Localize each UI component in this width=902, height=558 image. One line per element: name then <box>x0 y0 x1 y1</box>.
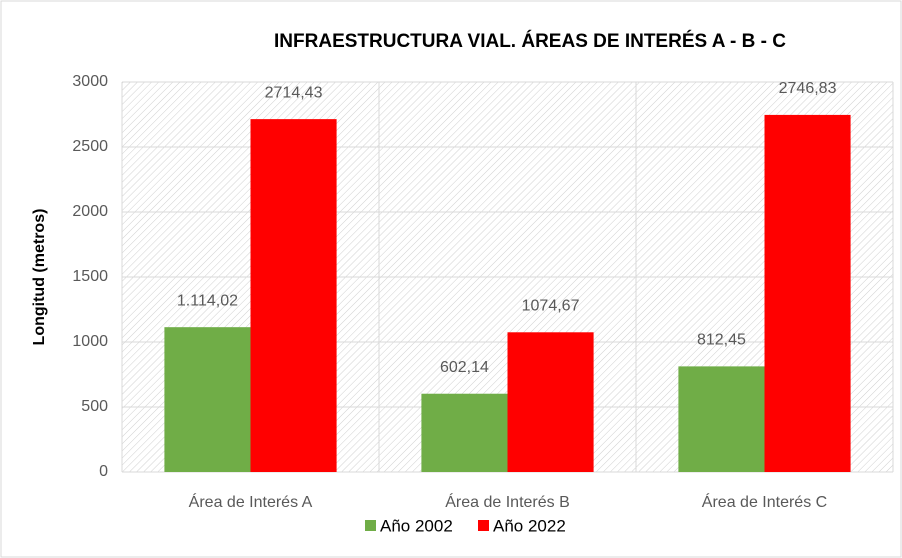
data-label: 1074,67 <box>522 298 580 315</box>
y-tick-label: 3000 <box>72 73 108 90</box>
data-label: 602,14 <box>440 359 489 376</box>
chart-title: INFRAESTRUCTURA VIAL. ÁREAS DE INTERÉS A… <box>274 30 786 52</box>
data-label: 1.114,02 <box>177 292 238 309</box>
y-tick-label: 2000 <box>72 203 108 220</box>
x-tick-label: Área de Interés C <box>702 492 827 511</box>
bar <box>507 332 594 472</box>
y-tick-label: 0 <box>99 463 108 480</box>
y-tick-label: 2500 <box>72 138 108 155</box>
data-label: 2714,43 <box>265 84 323 101</box>
bar <box>164 327 251 472</box>
x-tick-label: Área de Interés A <box>189 492 313 511</box>
data-label: 2746,83 <box>779 80 837 97</box>
legend-swatch <box>478 520 489 531</box>
legend-swatch <box>365 520 376 531</box>
data-label: 812,45 <box>697 332 746 349</box>
x-tick-label: Área de Interés B <box>445 492 570 511</box>
bar <box>678 366 765 472</box>
y-axis-label: Longitud (metros) <box>31 209 48 346</box>
y-tick-label: 500 <box>81 398 108 415</box>
bar <box>764 114 851 472</box>
bar <box>421 393 508 472</box>
legend-label: Año 2022 <box>493 516 566 535</box>
y-tick-label: 1500 <box>72 268 108 285</box>
y-tick-label: 1000 <box>72 333 108 350</box>
legend-label: Año 2002 <box>380 516 453 535</box>
bar <box>250 119 337 473</box>
